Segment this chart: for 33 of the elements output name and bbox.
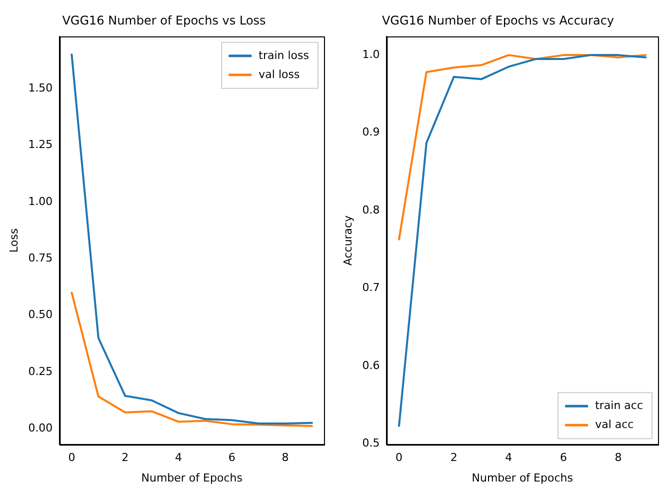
legend-label: val loss [258, 68, 300, 81]
y-tick-label: 1.0 [362, 48, 380, 61]
x-axis-title: Number of Epochs [472, 471, 574, 484]
chart-title: VGG16 Number of Epochs vs Accuracy [382, 13, 614, 28]
y-tick-label: 0.75 [28, 252, 53, 264]
y-tick-label: 0.8 [362, 203, 380, 216]
y-tick-label: 1.50 [28, 81, 53, 94]
y-tick-label: 1.25 [28, 138, 53, 152]
x-tick-label: 6 [228, 451, 236, 464]
legend-label: val acc [595, 418, 634, 431]
y-tick-label: 0.50 [28, 308, 53, 322]
x-tick-label: 6 [560, 451, 567, 464]
x-tick-label: 0 [68, 451, 76, 464]
legend-label: train loss [258, 48, 310, 62]
x-tick-label: 0 [396, 451, 403, 464]
y-tick-label: 0.00 [28, 422, 53, 435]
y-axis-title: Accuracy [341, 214, 354, 266]
x-tick-label: 4 [174, 451, 182, 464]
x-tick-label: 2 [450, 451, 458, 464]
y-tick-label: 0.7 [362, 281, 380, 294]
x-axis-title: Number of Epochs [141, 471, 243, 484]
y-tick-label: 1.00 [28, 194, 53, 208]
x-tick-label: 8 [282, 451, 289, 464]
chart-title: VGG16 Number of Epochs vs Loss [62, 13, 266, 28]
x-tick-label: 2 [122, 451, 129, 464]
x-tick-label: 8 [614, 451, 622, 464]
y-tick-label: 0.25 [28, 364, 53, 378]
x-tick-label: 4 [505, 451, 512, 464]
legend-label: train acc [595, 398, 643, 412]
y-tick-label: 0.9 [362, 126, 380, 139]
y-tick-label: 0.6 [362, 358, 380, 372]
y-tick-label: 0.5 [362, 436, 380, 450]
y-axis-title: Loss [7, 228, 20, 253]
